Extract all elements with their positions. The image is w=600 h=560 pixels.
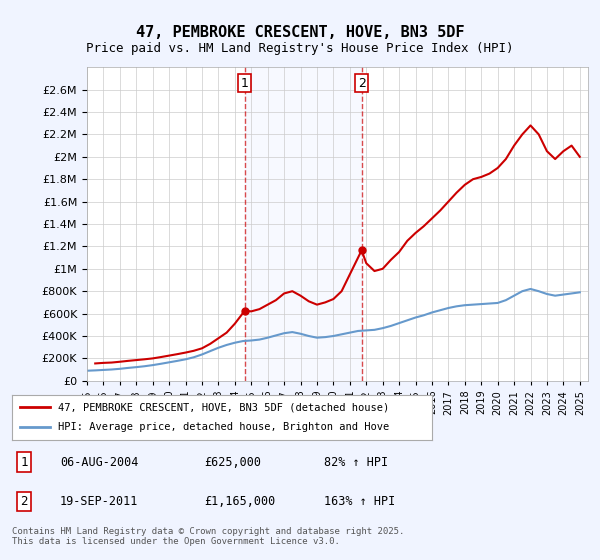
Text: HPI: Average price, detached house, Brighton and Hove: HPI: Average price, detached house, Brig… [58,422,389,432]
Text: Contains HM Land Registry data © Crown copyright and database right 2025.
This d: Contains HM Land Registry data © Crown c… [12,526,404,546]
Text: 47, PEMBROKE CRESCENT, HOVE, BN3 5DF: 47, PEMBROKE CRESCENT, HOVE, BN3 5DF [136,25,464,40]
Text: 19-SEP-2011: 19-SEP-2011 [60,494,139,508]
Text: £1,165,000: £1,165,000 [204,494,275,508]
Text: 47, PEMBROKE CRESCENT, HOVE, BN3 5DF (detached house): 47, PEMBROKE CRESCENT, HOVE, BN3 5DF (de… [58,402,389,412]
Text: 06-AUG-2004: 06-AUG-2004 [60,455,139,469]
Text: 2: 2 [20,494,28,508]
Bar [245,67,362,381]
Text: 2: 2 [358,77,365,90]
Text: Price paid vs. HM Land Registry's House Price Index (HPI): Price paid vs. HM Land Registry's House … [86,42,514,55]
Text: 1: 1 [20,455,28,469]
Text: 163% ↑ HPI: 163% ↑ HPI [324,494,395,508]
Text: 82% ↑ HPI: 82% ↑ HPI [324,455,388,469]
Text: 1: 1 [241,77,248,90]
Text: £625,000: £625,000 [204,455,261,469]
